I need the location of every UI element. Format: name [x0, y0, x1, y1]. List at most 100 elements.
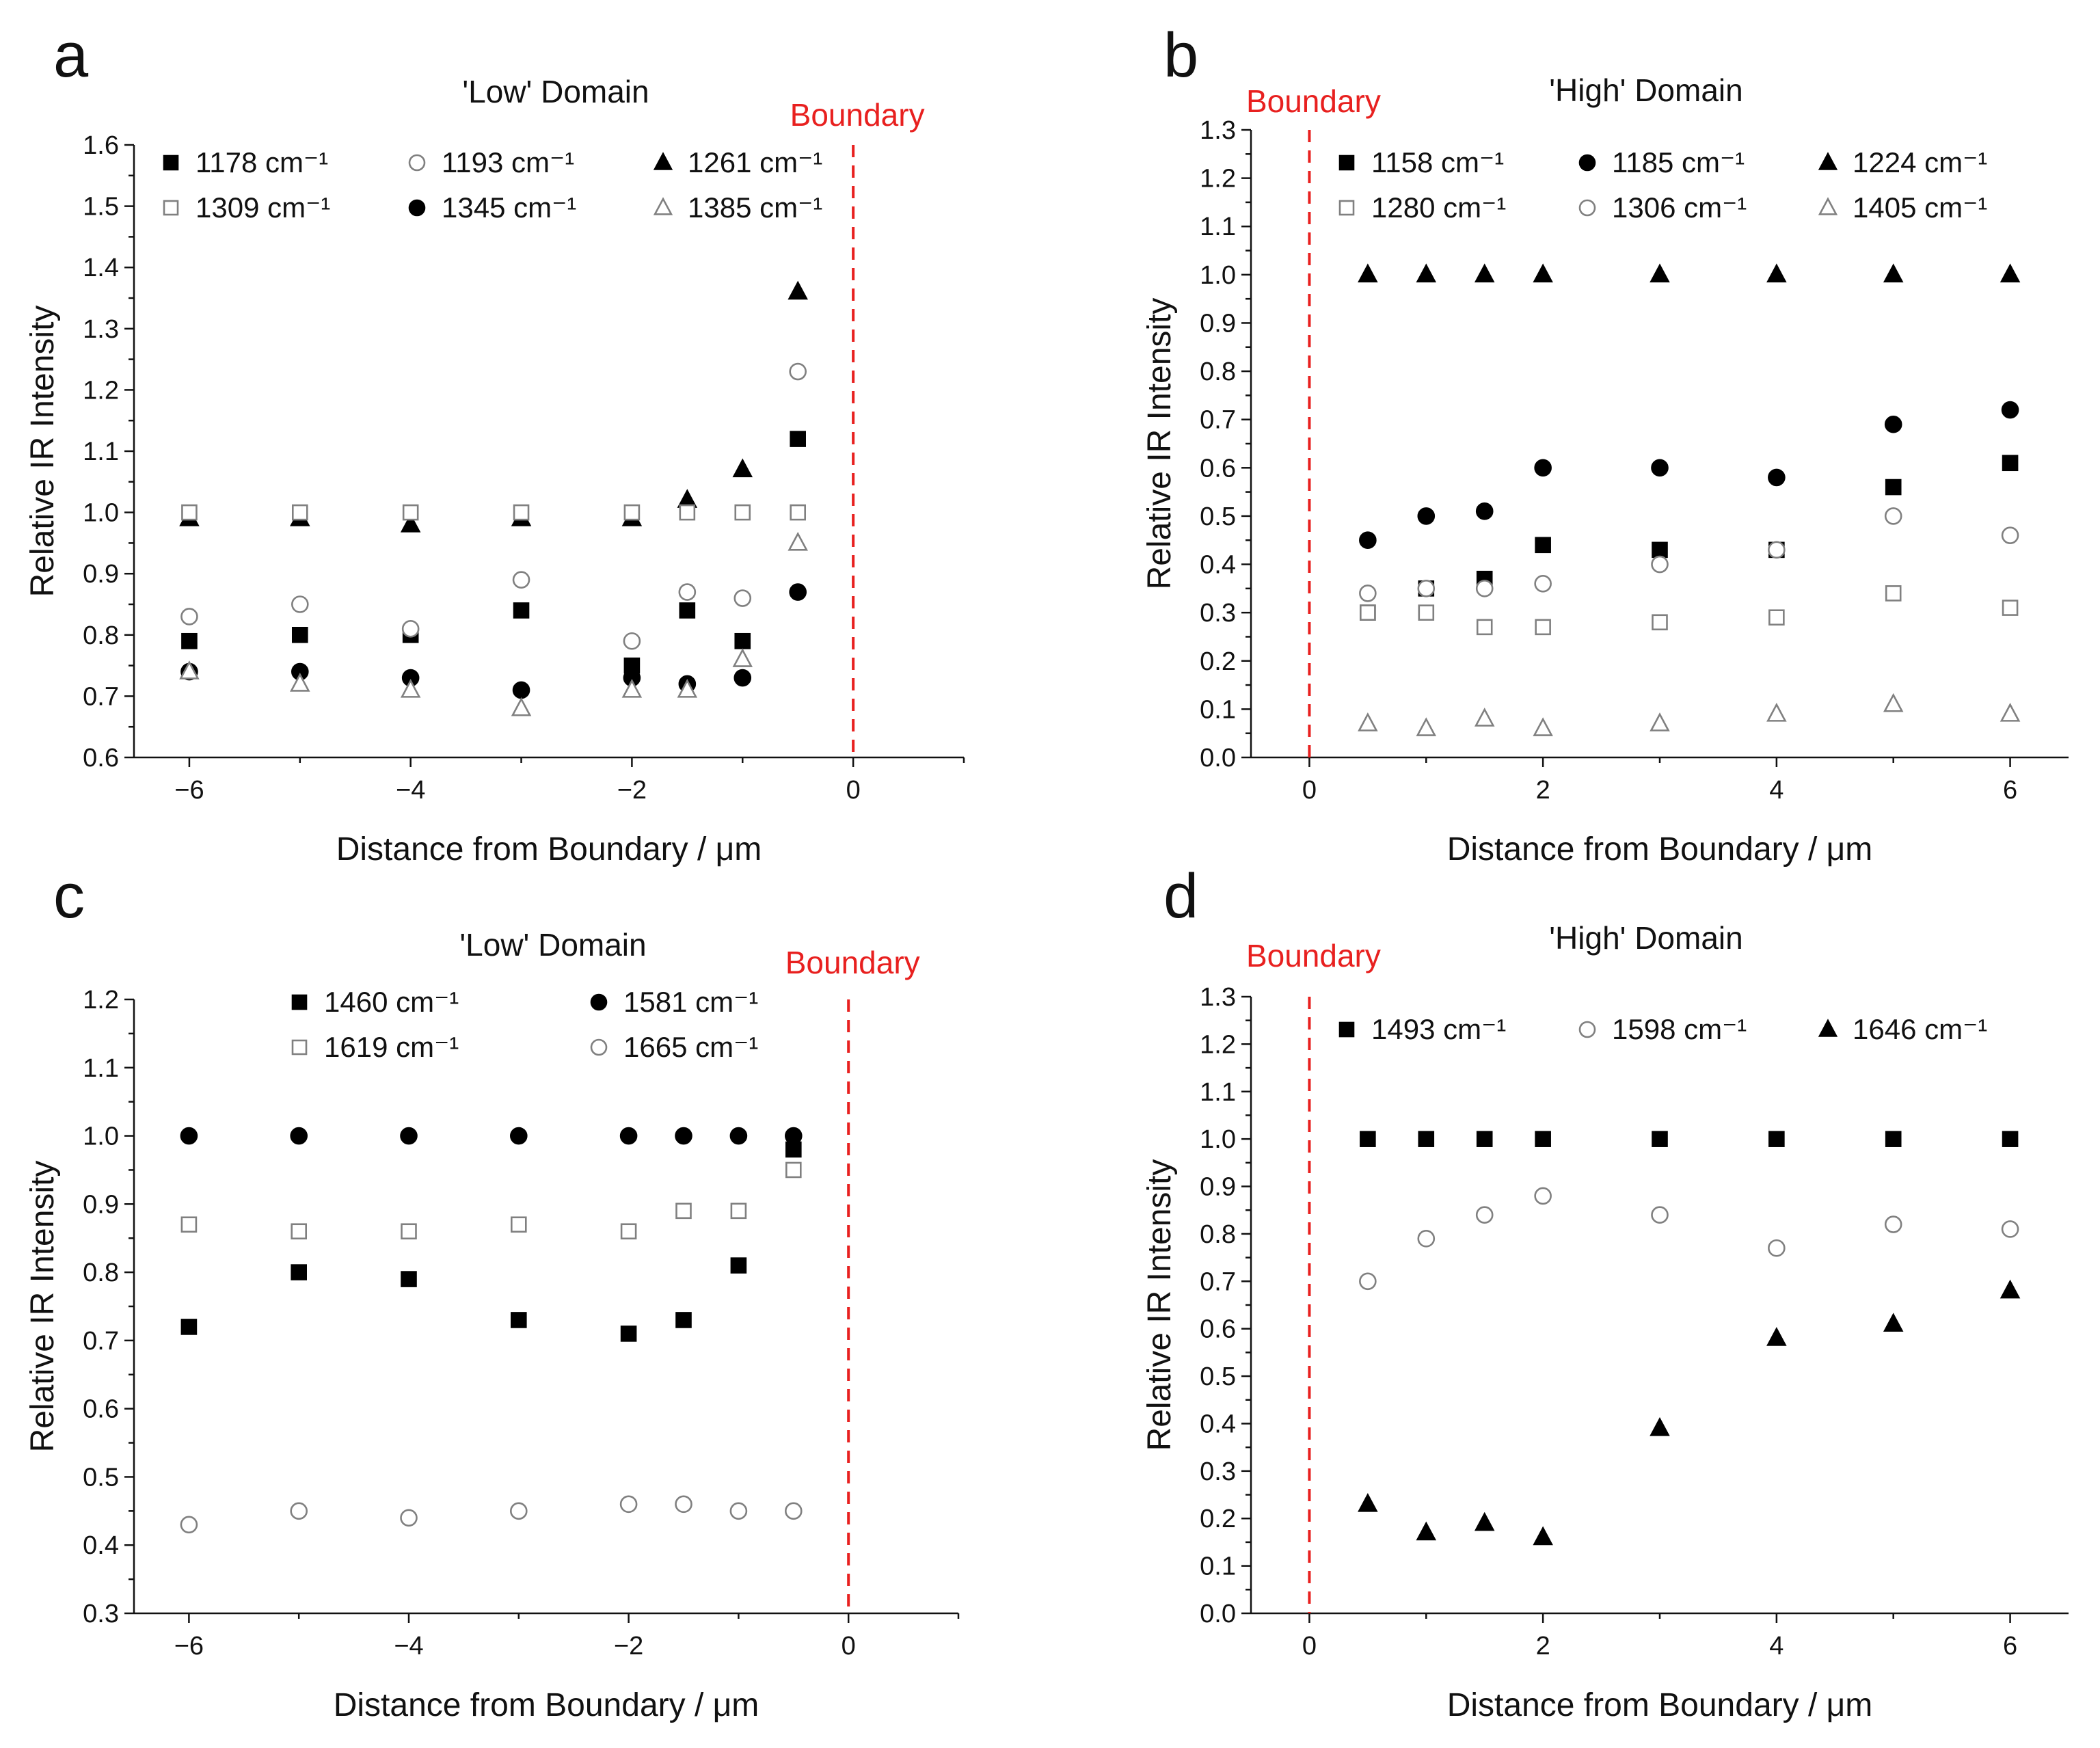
legend-item: 1619 cm⁻¹	[291, 1031, 459, 1063]
x-tick-label: 0	[842, 1632, 856, 1660]
y-tick-label: 0.5	[83, 1463, 119, 1492]
legend-label: 1280 cm⁻¹	[1371, 191, 1506, 224]
data-point	[677, 679, 698, 698]
legend-marker	[1578, 1021, 1596, 1038]
legend-item: 1581 cm⁻¹	[590, 986, 758, 1018]
y-tick-label: 0.9	[1200, 1173, 1236, 1202]
data-point	[1884, 507, 1902, 525]
data-point	[1768, 609, 1785, 626]
series	[1360, 585, 2019, 636]
legend-label: 1598 cm⁻¹	[1612, 1013, 1747, 1045]
data-point	[1474, 1511, 1495, 1531]
data-point	[620, 1223, 637, 1240]
y-axis-label: Relative IR Intensity	[25, 306, 61, 597]
data-point	[291, 1223, 308, 1240]
x-tick-label: 4	[1769, 776, 1783, 805]
data-point	[1768, 468, 1786, 487]
legend-marker	[1338, 1021, 1355, 1038]
data-point	[679, 602, 696, 619]
data-point	[1885, 1131, 1902, 1147]
y-tick-label: 1.1	[83, 1054, 119, 1083]
y-tick-label: 0.8	[1200, 358, 1236, 386]
data-point	[1766, 703, 1787, 722]
data-point	[180, 1127, 198, 1145]
legend-marker	[1338, 200, 1355, 216]
series	[1360, 455, 2019, 621]
data-point	[181, 632, 198, 649]
legend-label: 1619 cm⁻¹	[324, 1031, 459, 1063]
data-point	[512, 571, 530, 589]
x-tick-label: 6	[2003, 776, 2017, 805]
data-point	[619, 1495, 638, 1514]
data-point	[1417, 1230, 1436, 1248]
data-point	[1533, 717, 1553, 736]
legend-label: 1581 cm⁻¹	[623, 986, 758, 1018]
data-point	[789, 362, 807, 381]
data-point	[1417, 507, 1436, 525]
x-axis-label: Distance from Boundary / μm	[1447, 1687, 1873, 1723]
legend-label: 1493 cm⁻¹	[1371, 1013, 1506, 1045]
legend-marker	[163, 154, 179, 171]
legend-marker	[653, 197, 673, 215]
data-point	[733, 589, 752, 607]
data-point	[1535, 537, 1551, 554]
y-tick-label: 0.6	[83, 1395, 119, 1424]
y-tick-label: 0.7	[83, 1327, 119, 1356]
data-point	[509, 1127, 528, 1145]
data-point	[291, 595, 309, 613]
legend-item: 1345 cm⁻¹	[408, 191, 576, 224]
legend-label: 1306 cm⁻¹	[1612, 191, 1747, 224]
x-tick-label: 4	[1769, 1632, 1783, 1660]
legend-label: 1405 cm⁻¹	[1853, 191, 1987, 224]
series	[1360, 1131, 2019, 1147]
boundary-label: Boundary	[1246, 938, 1381, 973]
x-tick-label: 6	[2003, 1632, 2017, 1660]
data-point	[1883, 693, 1904, 712]
x-axis-label: Distance from Boundary / μm	[1447, 831, 1873, 868]
x-tick-label: 0	[846, 776, 861, 805]
boundary-label: Boundary	[785, 945, 920, 980]
data-point	[2001, 401, 2019, 419]
panel-letter: a	[53, 21, 89, 90]
data-point	[290, 1502, 308, 1520]
data-point	[2002, 600, 2019, 616]
legend-label: 1185 cm⁻¹	[1612, 146, 1745, 178]
legend-label: 1665 cm⁻¹	[623, 1031, 758, 1063]
data-point	[733, 669, 752, 687]
data-point	[181, 504, 198, 521]
data-point	[1883, 263, 1904, 283]
panel-letter: d	[1163, 861, 1198, 931]
data-point	[1534, 459, 1552, 477]
data-point	[180, 1216, 198, 1233]
legend-label: 1646 cm⁻¹	[1853, 1013, 1987, 1045]
legend-label: 1193 cm⁻¹	[442, 146, 574, 178]
panel-c: c 'Low' Domain 0.3 0.4 0.5 0.6 0.7 0.8 0.9 1.0 1.1…	[25, 861, 960, 1723]
y-tick-label: 0.9	[83, 1190, 119, 1219]
data-point	[401, 1271, 417, 1287]
legend-item: 1178 cm⁻¹	[163, 146, 328, 178]
y-tick-label: 0.3	[83, 1600, 119, 1628]
y-tick-label: 0.8	[83, 621, 119, 650]
data-point	[785, 1502, 803, 1520]
panel-letter: b	[1163, 21, 1198, 90]
y-tick-label: 1.2	[83, 376, 119, 405]
data-point	[1768, 1131, 1785, 1147]
data-point	[1651, 459, 1669, 477]
data-point	[401, 620, 420, 638]
y-tick-label: 0.0	[1200, 1600, 1236, 1628]
legend-marker	[1578, 154, 1596, 172]
y-tick-label: 1.1	[83, 438, 119, 466]
series	[1359, 507, 2019, 602]
y-tick-label: 1.2	[83, 986, 119, 1014]
data-point	[2001, 526, 2019, 544]
y-tick-label: 1.4	[83, 254, 119, 282]
panel-title: 'High' Domain	[1549, 72, 1742, 108]
legend-item: 1158 cm⁻¹	[1338, 146, 1504, 178]
data-point	[180, 1319, 198, 1335]
legend-item: 1280 cm⁻¹	[1338, 191, 1506, 224]
data-point	[1884, 1215, 1902, 1233]
y-tick-label: 0.7	[83, 682, 119, 711]
data-point	[678, 583, 697, 601]
legend-marker	[408, 154, 426, 172]
